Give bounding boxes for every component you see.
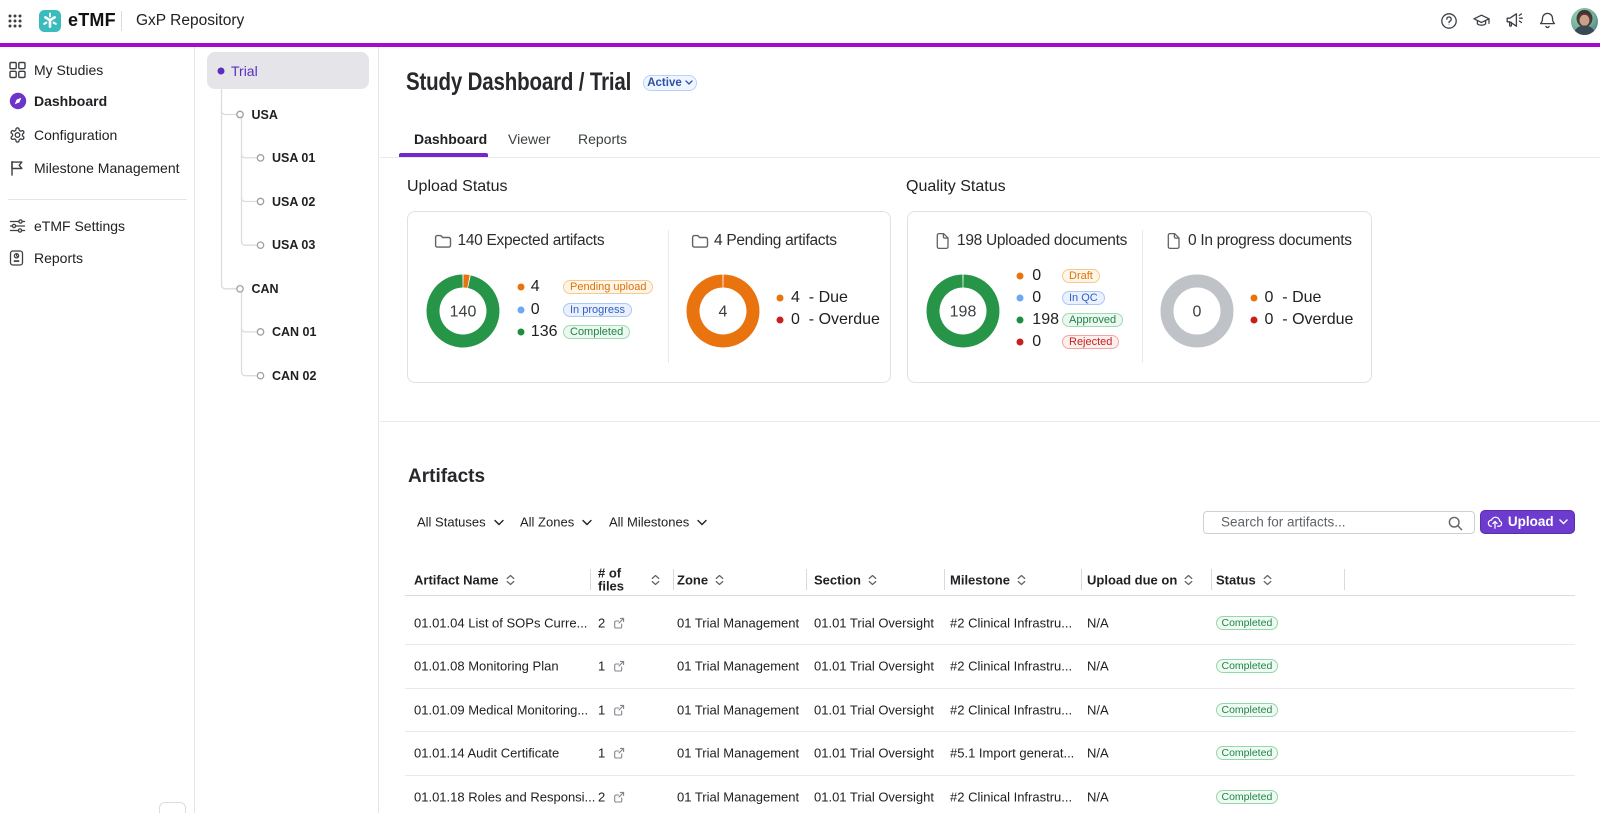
svg-text:198: 198 bbox=[950, 304, 977, 321]
svg-text:0: 0 bbox=[1192, 304, 1201, 321]
svg-text:140: 140 bbox=[450, 304, 477, 321]
svg-text:4: 4 bbox=[718, 304, 727, 321]
